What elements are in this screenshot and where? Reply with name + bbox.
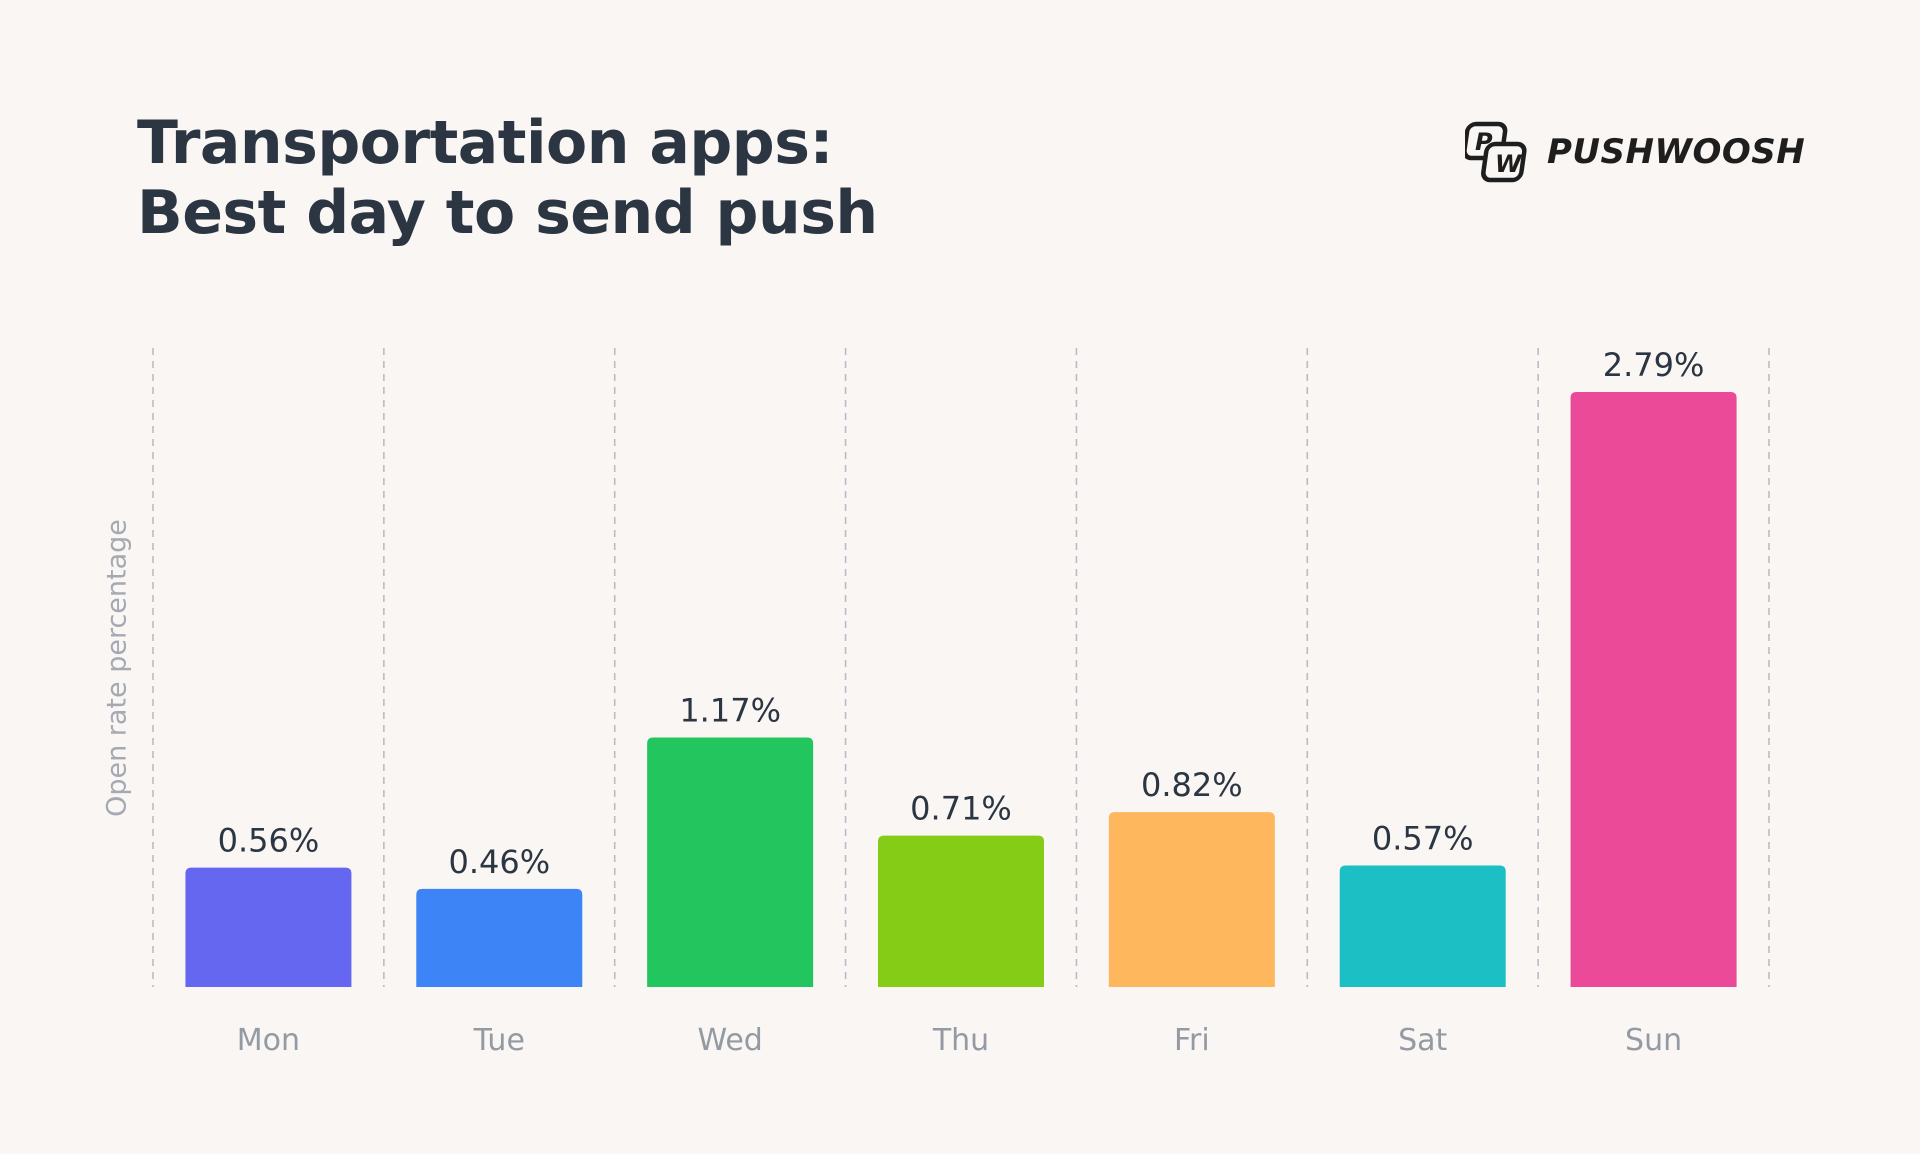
- bar-tue: [416, 888, 583, 987]
- x-tick-label-wed: Wed: [697, 1023, 762, 1058]
- x-tick-label-sat: Sat: [1398, 1023, 1447, 1058]
- bar-sat: [1339, 865, 1506, 987]
- data-label-wed: 1.17%: [679, 691, 781, 729]
- brand-logo: P W PUSHWOOSH: [1465, 118, 1805, 186]
- x-tick-label-sun: Sun: [1625, 1023, 1682, 1058]
- data-label-sun: 2.79%: [1603, 346, 1705, 384]
- title-line-2: Best day to send push: [137, 178, 878, 248]
- bar-sun: [1570, 392, 1737, 987]
- x-tick-label-thu: Thu: [932, 1023, 989, 1058]
- title-line-1: Transportation apps:: [137, 108, 833, 178]
- brand-name: PUSHWOOSH: [1547, 132, 1806, 172]
- pushwoosh-pw-logo-icon: P W: [1465, 121, 1527, 183]
- data-label-mon: 0.56%: [218, 822, 320, 860]
- data-label-tue: 0.46%: [448, 843, 550, 881]
- svg-text:W: W: [1495, 150, 1523, 178]
- x-tick-label-fri: Fri: [1174, 1023, 1210, 1058]
- bar-wed: [647, 737, 814, 987]
- x-tick-label-tue: Tue: [473, 1023, 525, 1058]
- data-label-thu: 0.71%: [910, 790, 1012, 828]
- bar-mon: [185, 867, 352, 987]
- data-label-fri: 0.82%: [1141, 766, 1243, 804]
- chart-title: Transportation apps: Best day to send pu…: [137, 108, 878, 248]
- bar-thu: [878, 835, 1044, 987]
- x-tick-label-mon: Mon: [237, 1023, 300, 1058]
- data-label-sat: 0.57%: [1372, 819, 1474, 857]
- bar-fri: [1108, 812, 1275, 987]
